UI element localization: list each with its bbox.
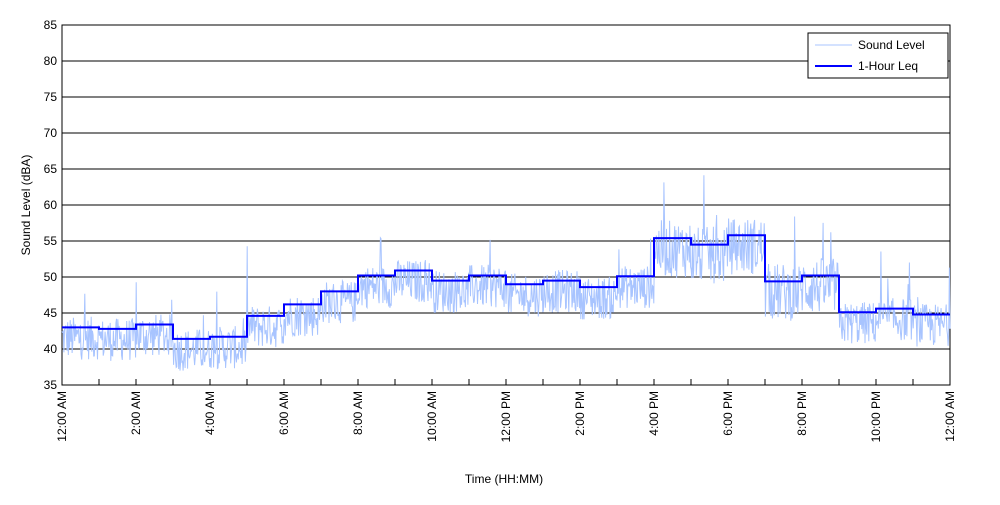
y-tick-label: 65 [44,162,58,176]
y-tick-label: 35 [44,378,58,392]
x-tick-label: 10:00 AM [425,391,439,442]
y-tick-label: 50 [44,270,58,284]
legend-sound-level: Sound Level [858,38,925,52]
x-tick-label: 12:00 AM [943,391,957,442]
y-tick-label: 55 [44,234,58,248]
y-tick-label: 45 [44,306,58,320]
x-tick-label: 6:00 PM [721,391,735,436]
y-tick-label: 60 [44,198,58,212]
legend-leq: 1-Hour Leq [858,59,918,73]
x-tick-label: 8:00 PM [795,391,809,436]
sound-level-line [61,175,951,371]
x-tick-label: 8:00 AM [351,391,365,435]
x-tick-label: 10:00 PM [869,391,883,442]
y-tick-label: 70 [44,126,58,140]
x-tick-label: 12:00 PM [499,391,513,442]
x-axis-label: Time (HH:MM) [465,472,543,486]
y-tick-label: 80 [44,54,58,68]
legend: Sound Level 1-Hour Leq [807,32,949,79]
y-axis-label: Sound Level (dBA) [19,155,33,256]
x-tick-label: 4:00 PM [647,391,661,436]
x-tick-label: 2:00 AM [129,391,143,435]
x-tick-label: 12:00 AM [55,391,69,442]
y-tick-label: 40 [44,342,58,356]
x-tick-label: 2:00 PM [573,391,587,436]
leq-line [62,234,950,340]
x-tick-label: 4:00 AM [203,391,217,435]
y-tick-label: 75 [44,90,58,104]
y-tick-label: 85 [44,18,58,32]
x-tick-label: 6:00 AM [277,391,291,435]
